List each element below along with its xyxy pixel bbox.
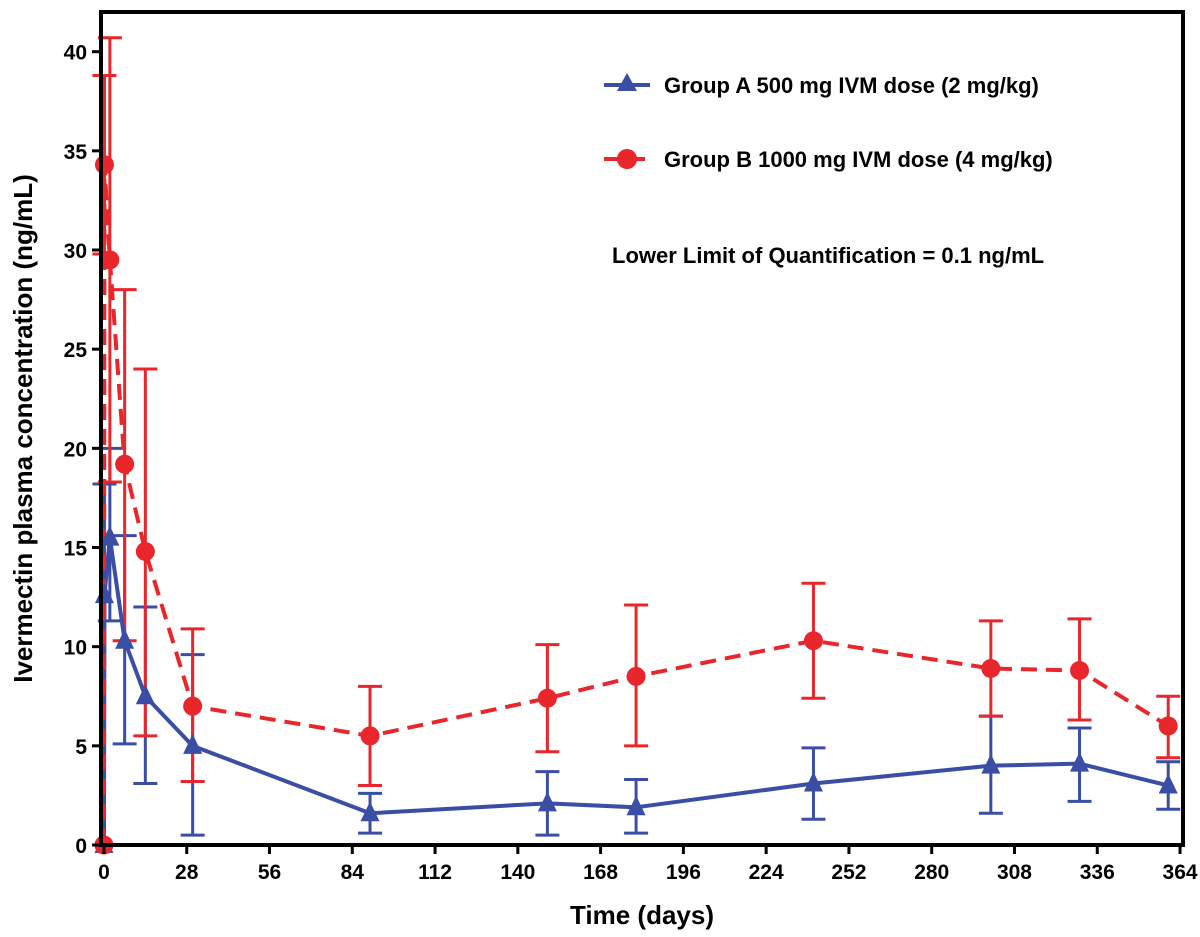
axes-layer: 0 28 56 84 112 140 168 196 224 252 280 308 336 364 0 5 1… bbox=[64, 42, 1198, 884]
x-tick-label-364: 364 bbox=[1163, 861, 1198, 884]
legend-item-group-b: Group B 1000 mg IVM dose (4 mg/kg) bbox=[604, 147, 1053, 172]
y-tick-label-15: 15 bbox=[64, 538, 88, 561]
data-point-group-a-5 bbox=[183, 734, 203, 754]
y-tick-label-40: 40 bbox=[64, 42, 87, 65]
data-point-group-a-2 bbox=[100, 525, 120, 546]
data-point-group-b-12 bbox=[1158, 716, 1178, 736]
lloq-annotation: Lower Limit of Quantification = 0.1 ng/m… bbox=[612, 243, 1044, 268]
legend-label-group-b: Group B 1000 mg IVM dose (4 mg/kg) bbox=[664, 147, 1053, 172]
legend-circle-icon bbox=[617, 149, 637, 169]
x-tick-label-224: 224 bbox=[749, 861, 784, 884]
data-point-group-b-1 bbox=[94, 155, 114, 175]
x-tick-label-0: 0 bbox=[98, 861, 110, 884]
x-tick-label-280: 280 bbox=[914, 861, 949, 884]
data-point-group-b-10 bbox=[981, 658, 1001, 678]
data-point-group-b-4 bbox=[135, 541, 155, 561]
data-point-group-a-8 bbox=[626, 795, 646, 816]
x-tick-label-56: 56 bbox=[258, 861, 281, 884]
y-tick-label-0: 0 bbox=[75, 835, 87, 858]
x-tick-label-252: 252 bbox=[831, 861, 866, 884]
data-point-group-b-9 bbox=[803, 631, 823, 651]
data-point-group-a-3 bbox=[115, 628, 135, 649]
data-point-group-a-4 bbox=[135, 684, 155, 705]
data-point-group-b-2 bbox=[100, 250, 120, 270]
data-point-group-b-7 bbox=[537, 688, 557, 708]
data-point-group-a-6 bbox=[360, 801, 380, 822]
y-tick-label-20: 20 bbox=[64, 438, 87, 461]
data-point-group-b-8 bbox=[626, 666, 646, 686]
legend: Group A 500 mg IVM dose (2 mg/kg) Group … bbox=[604, 73, 1053, 172]
series-markers-layer bbox=[94, 155, 1178, 855]
y-tick-label-10: 10 bbox=[64, 637, 87, 660]
y-tick-label-5: 5 bbox=[75, 736, 87, 759]
legend-label-group-a: Group A 500 mg IVM dose (2 mg/kg) bbox=[664, 73, 1039, 98]
data-point-group-a-12 bbox=[1158, 773, 1178, 794]
x-tick-label-308: 308 bbox=[997, 861, 1032, 884]
x-tick-label-336: 336 bbox=[1080, 861, 1115, 884]
x-tick-label-84: 84 bbox=[341, 861, 365, 884]
data-point-group-b-11 bbox=[1070, 660, 1090, 680]
plot-frame bbox=[99, 10, 1185, 847]
x-axis-title: Time (days) bbox=[570, 900, 714, 930]
x-tick-label-196: 196 bbox=[666, 861, 701, 884]
data-point-group-a-9 bbox=[803, 771, 823, 792]
legend-triangle-icon bbox=[617, 73, 637, 91]
data-point-group-b-3 bbox=[115, 454, 135, 474]
data-point-group-a-10 bbox=[981, 753, 1001, 774]
x-tick-label-28: 28 bbox=[175, 861, 199, 884]
y-tick-label-30: 30 bbox=[64, 240, 87, 263]
data-point-group-b-6 bbox=[360, 726, 380, 746]
x-tick-label-140: 140 bbox=[500, 861, 535, 884]
y-tick-label-25: 25 bbox=[64, 339, 88, 362]
legend-item-group-a: Group A 500 mg IVM dose (2 mg/kg) bbox=[604, 73, 1039, 98]
x-tick-label-112: 112 bbox=[418, 861, 452, 884]
data-point-group-b-5 bbox=[183, 696, 203, 716]
x-tick-label-168: 168 bbox=[583, 861, 618, 884]
y-axis-title: Ivermectin plasma concentration (ng/mL) bbox=[8, 174, 38, 683]
data-point-group-a-7 bbox=[537, 791, 557, 812]
data-point-group-a-11 bbox=[1070, 751, 1090, 772]
y-tick-label-35: 35 bbox=[64, 141, 88, 164]
